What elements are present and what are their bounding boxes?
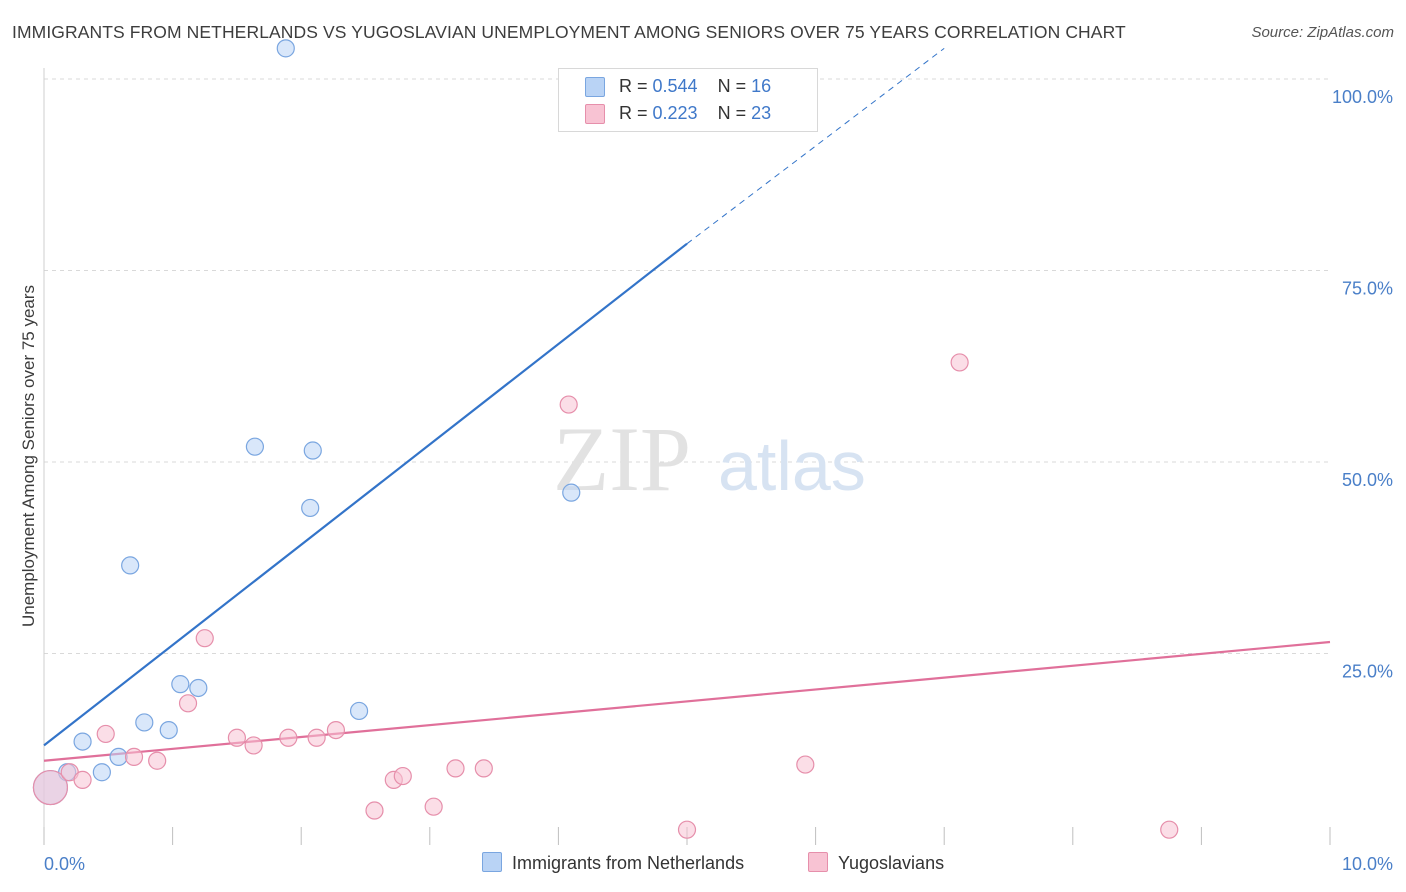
point-netherlands (245, 437, 265, 456)
x-tick-labels: 0.0% 10.0% (44, 854, 1393, 874)
point-yugoslavians (559, 395, 578, 414)
legend-swatch-pink (585, 104, 605, 124)
point-netherlands (92, 763, 111, 782)
bottom-legend-label: Yugoslavians (838, 853, 945, 873)
y-tick-label: 25.0% (1342, 662, 1393, 682)
point-yugoslavians (677, 820, 697, 839)
point-yugoslavians (424, 797, 443, 816)
grid-lines (44, 78, 1330, 654)
trendline-netherlands-extension (686, 47, 945, 245)
bottom-legend-label: Immigrants from Netherlands (512, 853, 745, 873)
source-label: Source: ZipAtlas.com (1251, 24, 1394, 41)
point-netherlands (562, 483, 581, 502)
point-yugoslavians (307, 728, 326, 747)
point-netherlands (159, 720, 178, 740)
point-yugoslavians (474, 759, 493, 778)
point-netherlands (135, 713, 154, 732)
point-yugoslavians (244, 736, 263, 755)
legend-r-value: 0.223 (652, 103, 698, 123)
y-tick-label: 100.0% (1332, 87, 1393, 107)
point-yugoslavians (279, 728, 298, 747)
x-tick-label: 10.0% (1342, 854, 1393, 874)
point-yugoslavians (950, 353, 969, 372)
point-yugoslavians (32, 769, 69, 806)
point-yugoslavians (178, 694, 198, 713)
point-netherlands (121, 556, 140, 575)
point-netherlands (276, 39, 295, 58)
point-yugoslavians (796, 755, 815, 774)
bottom-legend-swatch-pink (808, 852, 828, 872)
watermark-atlas: atlas (718, 427, 866, 505)
y-tick-label: 50.0% (1342, 470, 1393, 490)
legend-n-value: 16 (751, 76, 772, 96)
point-netherlands (189, 678, 208, 698)
legend-r-label: R = (619, 76, 653, 96)
point-yugoslavians (326, 720, 346, 740)
point-yugoslavians (73, 770, 92, 789)
point-yugoslavians (1160, 820, 1179, 839)
y-axis-label: Unemployment Among Seniors over 75 years (19, 285, 38, 627)
data-points (32, 39, 1179, 839)
correlation-legend: R = 0.544 N = 16 R = 0.223 N = 23 (558, 68, 818, 132)
legend-n-label: N = (717, 76, 752, 96)
legend-n-value: 23 (751, 103, 772, 123)
legend-swatch-blue (585, 77, 605, 97)
trendline-netherlands (43, 242, 688, 747)
legend-n-label: N = (717, 103, 752, 123)
bottom-legend-swatch-blue (482, 852, 502, 872)
point-netherlands (109, 747, 128, 767)
point-yugoslavians (365, 801, 384, 820)
point-yugoslavians (195, 629, 214, 648)
bottom-legend-yugoslavians: Yugoslavians (808, 852, 944, 874)
chart-title: IMMIGRANTS FROM NETHERLANDS VS YUGOSLAVI… (12, 22, 1126, 42)
point-netherlands (301, 498, 320, 518)
point-yugoslavians (96, 724, 115, 744)
point-netherlands (303, 441, 322, 460)
point-netherlands (171, 675, 190, 694)
y-tick-label: 75.0% (1342, 279, 1393, 299)
point-yugoslavians (124, 747, 144, 767)
y-tick-labels: 100.0% 75.0% 50.0% 25.0% (1332, 87, 1393, 682)
point-yugoslavians (148, 751, 167, 770)
x-tick-label: 0.0% (44, 854, 85, 874)
legend-r-label: R = (619, 103, 653, 123)
legend-r-value: 0.544 (652, 76, 698, 96)
point-yugoslavians (393, 766, 412, 786)
point-netherlands (73, 732, 92, 751)
point-yugoslavians (227, 728, 246, 747)
watermark: ZIP atlas (553, 408, 866, 510)
bottom-legend-netherlands: Immigrants from Netherlands (482, 852, 744, 874)
point-netherlands (349, 701, 369, 721)
point-yugoslavians (446, 759, 465, 778)
